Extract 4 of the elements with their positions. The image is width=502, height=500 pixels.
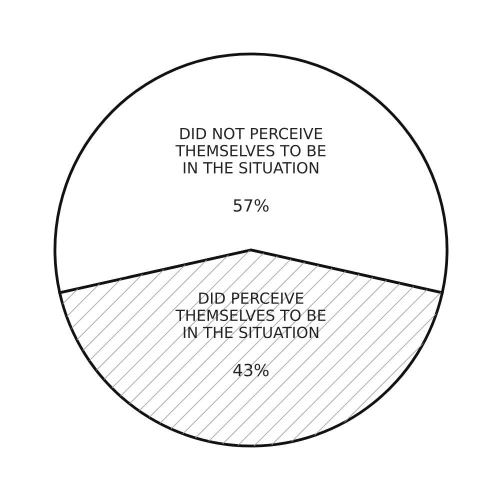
slice-label: DID NOT PERCEIVE THEMSELVES TO BE IN THE SITUATION <box>176 128 326 174</box>
slice-label: DID PERCEIVE THEMSELVES TO BE IN THE SITUATION <box>176 292 326 338</box>
data-label: 43% <box>233 364 269 376</box>
data-label: 57% <box>234 199 269 212</box>
